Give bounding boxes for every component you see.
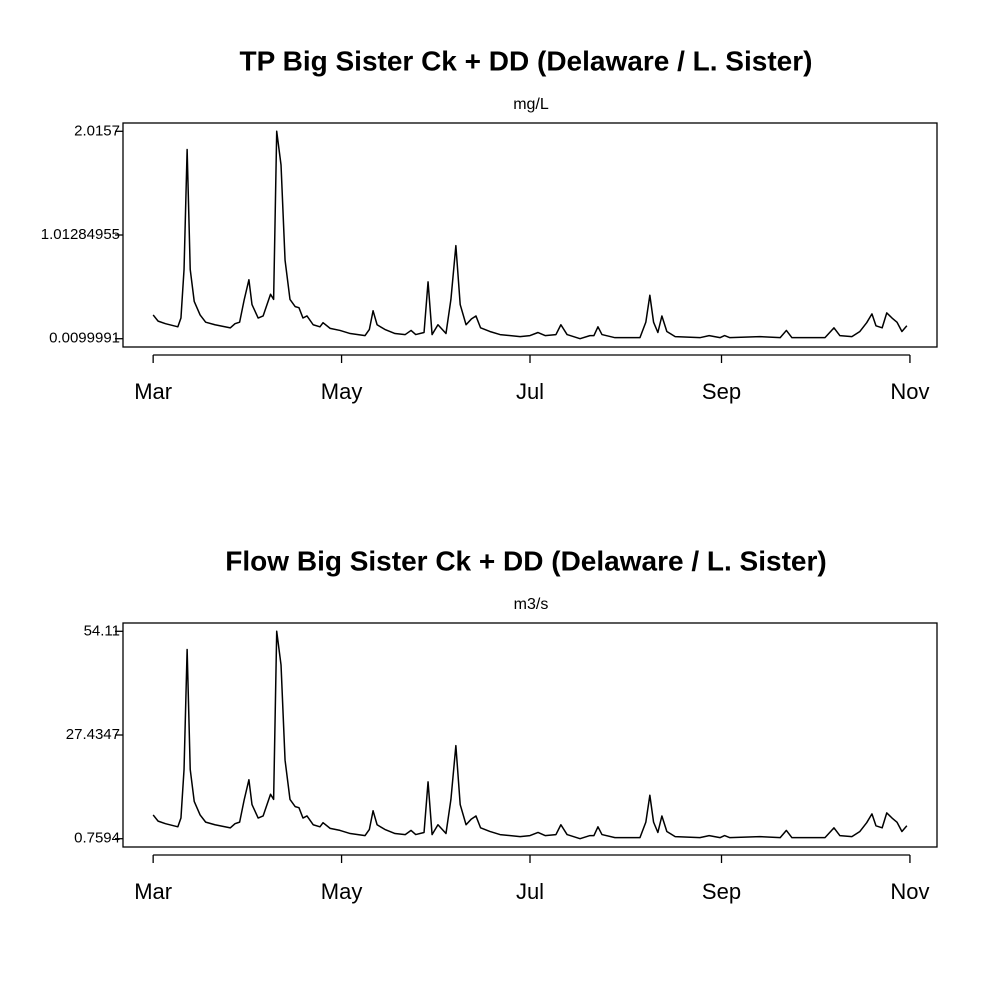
x-tick-label: May (321, 879, 363, 904)
x-tick-label: Sep (702, 879, 741, 904)
y-tick-label: 54.11 (84, 622, 120, 639)
x-tick-label: Jul (516, 879, 544, 904)
plot-frame (122, 122, 938, 348)
y-tick-label: 0.7594 (74, 830, 120, 847)
y-tick-label: 2.0157 (74, 122, 120, 139)
y-tick-label: 27.4347 (66, 726, 120, 743)
y-tick-label: 0.0099991 (49, 330, 120, 347)
x-tick-label: May (321, 379, 363, 404)
x-tick-label: Nov (890, 379, 929, 404)
data-line (152, 130, 908, 340)
x-tick-label: Mar (134, 379, 172, 404)
chart-subtitle: m3/s (514, 596, 549, 613)
chart-subtitle: mg/L (513, 96, 549, 113)
data-line (152, 630, 908, 840)
x-tick-label: Sep (702, 379, 741, 404)
x-tick-label: Mar (134, 879, 172, 904)
x-tick-label: Nov (890, 879, 929, 904)
plot-frame (122, 622, 938, 848)
x-tick-label: Jul (516, 379, 544, 404)
chart-title: Flow Big Sister Ck + DD (Delaware / L. S… (225, 545, 826, 576)
chart-title: TP Big Sister Ck + DD (Delaware / L. Sis… (240, 45, 813, 76)
y-tick-label: 1.01284955 (41, 226, 120, 243)
